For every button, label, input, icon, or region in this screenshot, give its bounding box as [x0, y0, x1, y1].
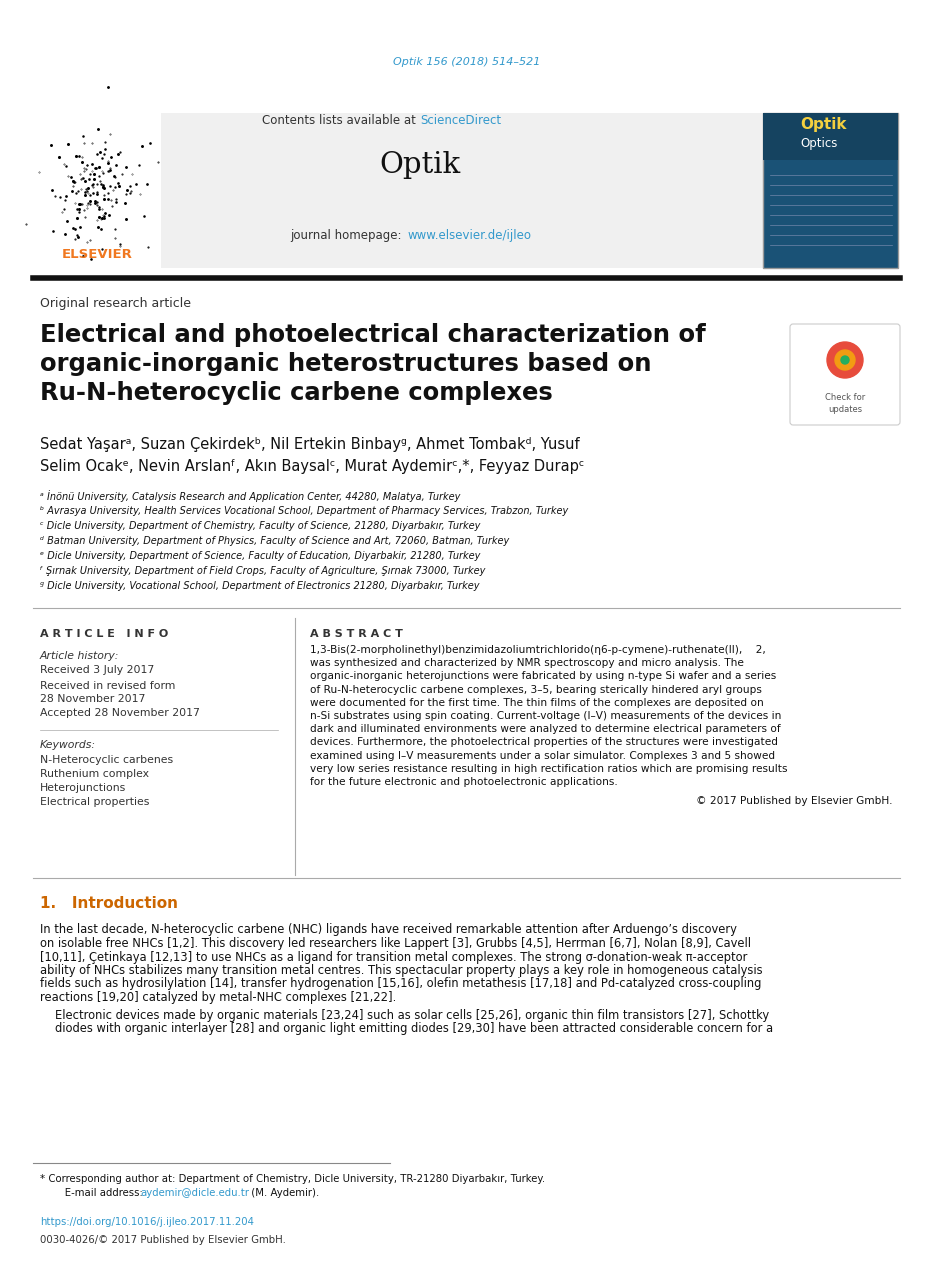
Text: Electrical and photoelectrical characterization of: Electrical and photoelectrical character…: [40, 323, 706, 347]
Text: A R T I C L E   I N F O: A R T I C L E I N F O: [40, 629, 168, 639]
Text: www.elsevier.de/ijleo: www.elsevier.de/ijleo: [407, 228, 531, 242]
FancyBboxPatch shape: [33, 113, 161, 268]
Text: ᵇ Avrasya University, Health Services Vocational School, Department of Pharmacy : ᵇ Avrasya University, Health Services Vo…: [40, 506, 568, 517]
Text: 1,3-Bis(2-morpholinethyl)benzimidazoliumtrichlorido(η6-p-cymene)-ruthenate(II), : 1,3-Bis(2-morpholinethyl)benzimidazolium…: [310, 644, 766, 655]
Text: ᵈ Batman University, Department of Physics, Faculty of Science and Art, 72060, B: ᵈ Batman University, Department of Physi…: [40, 536, 510, 546]
Text: Contents lists available at: Contents lists available at: [263, 114, 420, 127]
Text: were documented for the first time. The thin films of the complexes are deposite: were documented for the first time. The …: [310, 698, 764, 708]
Text: reactions [19,20] catalyzed by metal-NHC complexes [21,22].: reactions [19,20] catalyzed by metal-NHC…: [40, 991, 396, 1004]
Circle shape: [835, 349, 855, 370]
Text: Optik: Optik: [800, 118, 846, 133]
Text: ᵍ Dicle University, Vocational School, Department of Electronics 21280, Diyarbak: ᵍ Dicle University, Vocational School, D…: [40, 581, 480, 591]
Text: Optik 156 (2018) 514–521: Optik 156 (2018) 514–521: [394, 57, 540, 67]
Text: Optik: Optik: [380, 151, 461, 179]
Text: Electronic devices made by organic materials [23,24] such as solar cells [25,26]: Electronic devices made by organic mater…: [55, 1009, 770, 1022]
Text: In the last decade, N-heterocyclic carbene (NHC) ligands have received remarkabl: In the last decade, N-heterocyclic carbe…: [40, 923, 737, 937]
Text: ScienceDirect: ScienceDirect: [420, 114, 501, 127]
Text: N-Heterocyclic carbenes: N-Heterocyclic carbenes: [40, 755, 173, 765]
Text: Received in revised form: Received in revised form: [40, 681, 176, 691]
Text: Ru-N-heterocyclic carbene complexes: Ru-N-heterocyclic carbene complexes: [40, 381, 553, 405]
Text: Accepted 28 November 2017: Accepted 28 November 2017: [40, 708, 200, 718]
Text: E-mail address:: E-mail address:: [55, 1188, 146, 1198]
Text: Sedat Yaşarᵃ, Suzan Çekirdekᵇ, Nil Ertekin Binbayᵍ, Ahmet Tombakᵈ, Yusuf: Sedat Yaşarᵃ, Suzan Çekirdekᵇ, Nil Ertek…: [40, 437, 580, 452]
Text: organic-inorganic heterojunctions were fabricated by using n-type Si wafer and a: organic-inorganic heterojunctions were f…: [310, 671, 776, 681]
Text: updates: updates: [827, 405, 862, 414]
Text: https://doi.org/10.1016/j.ijleo.2017.11.204: https://doi.org/10.1016/j.ijleo.2017.11.…: [40, 1217, 254, 1227]
Text: devices. Furthermore, the photoelectrical properties of the structures were inve: devices. Furthermore, the photoelectrica…: [310, 737, 778, 747]
FancyBboxPatch shape: [763, 113, 898, 160]
Text: © 2017 Published by Elsevier GmbH.: © 2017 Published by Elsevier GmbH.: [697, 796, 893, 806]
Text: * Corresponding author at: Department of Chemistry, Dicle University, TR-21280 D: * Corresponding author at: Department of…: [40, 1174, 545, 1184]
Text: ᶜ Dicle University, Department of Chemistry, Faculty of Science, 21280, Diyarbak: ᶜ Dicle University, Department of Chemis…: [40, 522, 481, 530]
Text: Received 3 July 2017: Received 3 July 2017: [40, 665, 154, 675]
Text: (M. Aydemir).: (M. Aydemir).: [248, 1188, 319, 1198]
Text: ᵃ İnönü University, Catalysis Research and Application Center, 44280, Malatya, T: ᵃ İnönü University, Catalysis Research a…: [40, 490, 460, 501]
Text: A B S T R A C T: A B S T R A C T: [310, 629, 403, 639]
FancyBboxPatch shape: [33, 113, 763, 268]
Text: for the future electronic and photoelectronic applications.: for the future electronic and photoelect…: [310, 777, 618, 787]
Text: was synthesized and characterized by NMR spectroscopy and micro analysis. The: was synthesized and characterized by NMR…: [310, 658, 744, 668]
FancyBboxPatch shape: [763, 113, 898, 268]
Text: Check for: Check for: [825, 394, 865, 403]
Text: ability of NHCs stabilizes many transition metal centres. This spectacular prope: ability of NHCs stabilizes many transiti…: [40, 963, 763, 977]
Circle shape: [827, 342, 863, 379]
Text: Electrical properties: Electrical properties: [40, 798, 150, 806]
Text: of Ru-N-heterocyclic carbene complexes, 3–5, bearing sterically hindered aryl gr: of Ru-N-heterocyclic carbene complexes, …: [310, 685, 762, 695]
Text: Selim Ocakᵉ, Nevin Arslanᶠ, Akın Baysalᶜ, Murat Aydemirᶜ,*, Feyyaz Durapᶜ: Selim Ocakᵉ, Nevin Arslanᶠ, Akın Baysalᶜ…: [40, 458, 584, 473]
Text: Article history:: Article history:: [40, 651, 120, 661]
Text: Optics: Optics: [800, 137, 838, 149]
FancyBboxPatch shape: [790, 324, 900, 425]
Text: ELSEVIER: ELSEVIER: [62, 248, 133, 262]
Text: fields such as hydrosilylation [14], transfer hydrogenation [15,16], olefin meta: fields such as hydrosilylation [14], tra…: [40, 977, 761, 990]
Text: Heterojunctions: Heterojunctions: [40, 782, 126, 793]
Text: Ruthenium complex: Ruthenium complex: [40, 768, 149, 779]
Text: [10,11], Çetinkaya [12,13] to use NHCs as a ligand for transition metal complexe: [10,11], Çetinkaya [12,13] to use NHCs a…: [40, 951, 747, 963]
Text: 1.   Introduction: 1. Introduction: [40, 895, 178, 910]
Text: ᵉ Dicle University, Department of Science, Faculty of Education, Diyarbakir, 212: ᵉ Dicle University, Department of Scienc…: [40, 551, 481, 561]
Text: very low series resistance resulting in high rectification ratios which are prom: very low series resistance resulting in …: [310, 763, 787, 774]
Text: on isolable free NHCs [1,2]. This discovery led researchers like Lappert [3], Gr: on isolable free NHCs [1,2]. This discov…: [40, 937, 751, 950]
Text: journal homepage:: journal homepage:: [290, 228, 405, 242]
Text: dark and illuminated environments were analyzed to determine electrical paramete: dark and illuminated environments were a…: [310, 724, 781, 734]
Text: 0030-4026/© 2017 Published by Elsevier GmbH.: 0030-4026/© 2017 Published by Elsevier G…: [40, 1236, 286, 1244]
Text: examined using I–V measurements under a solar simulator. Complexes 3 and 5 showe: examined using I–V measurements under a …: [310, 751, 775, 761]
Text: Original research article: Original research article: [40, 298, 191, 310]
Circle shape: [841, 356, 849, 365]
Text: ᶠ Şırnak University, Department of Field Crops, Faculty of Agriculture, Şırnak 7: ᶠ Şırnak University, Department of Field…: [40, 566, 485, 576]
Text: 28 November 2017: 28 November 2017: [40, 694, 145, 704]
Text: diodes with organic interlayer [28] and organic light emitting diodes [29,30] ha: diodes with organic interlayer [28] and …: [55, 1022, 773, 1036]
Text: n-Si substrates using spin coating. Current-voltage (I–V) measurements of the de: n-Si substrates using spin coating. Curr…: [310, 711, 782, 722]
Text: aydemir@dicle.edu.tr: aydemir@dicle.edu.tr: [140, 1188, 249, 1198]
Text: organic-inorganic heterostructures based on: organic-inorganic heterostructures based…: [40, 352, 652, 376]
Text: Keywords:: Keywords:: [40, 741, 96, 749]
